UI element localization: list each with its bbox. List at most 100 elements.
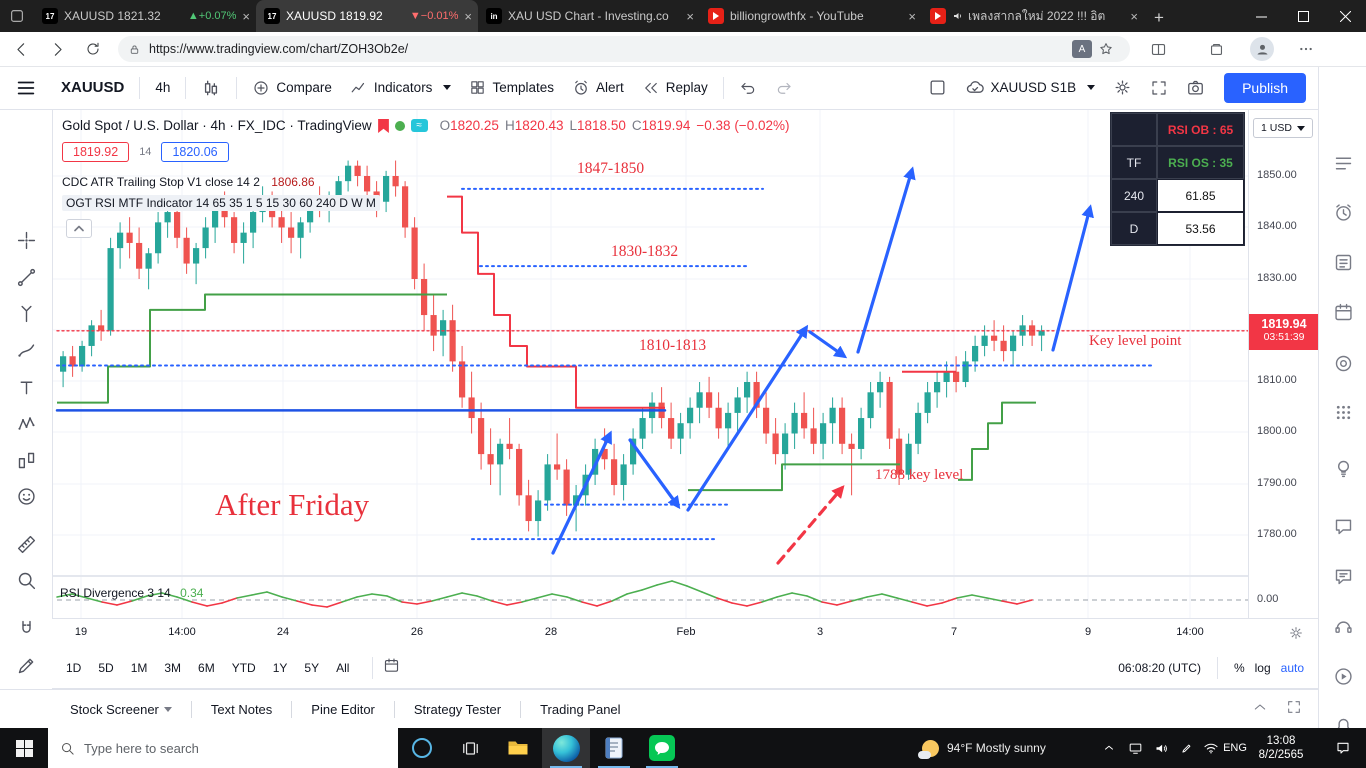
tool-ruler-icon[interactable] (13, 531, 39, 557)
sell-bid-button[interactable]: 1819.92 (62, 142, 130, 162)
collections-icon[interactable] (1202, 35, 1230, 63)
templates-button[interactable]: Templates (460, 73, 563, 103)
ideas-icon[interactable] (1331, 456, 1355, 480)
annotation-level-1847[interactable]: 1847-1850 (577, 160, 645, 177)
pane-separator[interactable] (52, 575, 1318, 577)
tool-magnet-icon[interactable] (13, 616, 39, 642)
tab-search-icon[interactable] (0, 0, 34, 32)
refresh-button[interactable] (78, 34, 108, 64)
annotation-level-1830[interactable]: 1830-1832 (611, 243, 679, 260)
panel-collapse-icon[interactable] (1252, 699, 1268, 720)
indicator-1-name[interactable]: CDC ATR Trailing Stop V1 close 14 2 (62, 175, 260, 189)
comments-icon[interactable] (1331, 564, 1355, 588)
timezone-clock[interactable]: 06:08:20 (UTC) (1118, 660, 1201, 675)
notepad-button[interactable] (590, 728, 638, 768)
taskbar-clock[interactable]: 13:08 8/2/2565 (1246, 728, 1316, 768)
action-center-button[interactable] (1320, 728, 1366, 768)
save-layout-button[interactable]: XAUUSD S1B (956, 73, 1105, 103)
tool-draw-icon[interactable] (13, 652, 39, 678)
depth-icon[interactable] (1331, 400, 1355, 424)
profile-avatar[interactable] (1248, 35, 1276, 63)
browser-tab[interactable]: billiongrowthfx - YouTube × (700, 0, 922, 32)
chat-icon[interactable] (1331, 514, 1355, 538)
news-icon[interactable] (1331, 250, 1355, 274)
range-button-3m[interactable]: 3M (164, 660, 182, 675)
price-axis[interactable]: 1 USD 1850.00 1840.00 1830.00 1810.00 1800.0… (1248, 110, 1319, 618)
panel-tab-stock-screener[interactable]: Stock Screener (70, 701, 159, 717)
tutorials-icon[interactable] (1331, 664, 1355, 688)
browser-tab[interactable]: 17 XAUUSD 1821.32 ▲+0.07% × (34, 0, 256, 32)
tool-emoji-icon[interactable] (13, 483, 39, 509)
range-button-1m[interactable]: 1M (130, 660, 148, 675)
cortana-button[interactable] (398, 728, 446, 768)
range-button-1y[interactable]: 1Y (272, 660, 288, 675)
line-app-button[interactable] (638, 728, 686, 768)
chart-style-button[interactable] (192, 73, 230, 103)
undo-button[interactable] (730, 73, 766, 103)
panel-tab-strategy-tester[interactable]: Strategy Tester (413, 701, 502, 717)
hotlists-icon[interactable] (1331, 351, 1355, 375)
range-button-5d[interactable]: 5D (98, 660, 114, 675)
compare-button[interactable]: Compare (243, 73, 341, 103)
fullscreen-button[interactable] (1141, 73, 1177, 103)
symbol-button[interactable]: XAUUSD (61, 79, 125, 96)
watchlist-icon[interactable] (1331, 151, 1355, 175)
screenshot-camera-button[interactable] (1177, 73, 1214, 103)
tool-cross-icon[interactable] (13, 227, 39, 253)
tray-pen-icon[interactable] (1174, 728, 1200, 768)
support-icon[interactable] (1331, 614, 1355, 638)
panel-tab-pine-editor[interactable]: Pine Editor (311, 701, 375, 717)
close-window-button[interactable] (1324, 0, 1366, 32)
tool-trend-line-icon[interactable] (13, 264, 39, 290)
tab-close-icon[interactable]: × (1130, 8, 1138, 24)
tray-expand-chevron[interactable] (1096, 728, 1122, 768)
start-button[interactable] (0, 728, 48, 768)
url-field[interactable]: https://www.tradingview.com/chart/ZOH3Ob… (118, 36, 1130, 62)
translate-extension-icon[interactable]: A (1072, 40, 1092, 58)
annotation-1788-key-level[interactable]: 1788 key level (875, 467, 964, 483)
favorites-star-icon[interactable] (1092, 35, 1120, 63)
time-axis-gear-icon[interactable] (1288, 625, 1304, 646)
layout-grid-button[interactable] (919, 73, 956, 103)
calendar-icon[interactable] (1331, 300, 1355, 324)
replay-button[interactable]: Replay (633, 73, 717, 103)
forward-button[interactable] (42, 34, 72, 64)
taskbar-weather-widget[interactable]: 94°F Mostly sunny (918, 728, 1046, 768)
tool-text-icon[interactable] (13, 374, 39, 400)
browser-tab[interactable]: in XAU USD Chart - Investing.co × (478, 0, 700, 32)
tray-monitor-icon[interactable] (1122, 728, 1148, 768)
new-tab-button[interactable]: + (1154, 8, 1164, 27)
panel-tab-trading-panel[interactable]: Trading Panel (540, 701, 621, 717)
maximize-button[interactable] (1282, 0, 1324, 32)
file-explorer-button[interactable] (494, 728, 542, 768)
range-button-5y[interactable]: 5Y (304, 660, 320, 675)
edge-browser-button[interactable] (542, 728, 590, 768)
interval-button[interactable]: 4h (155, 80, 171, 95)
indicator-legend-1[interactable]: CDC ATR Trailing Stop V1 close 14 2 1806… (62, 175, 315, 189)
tab-close-icon[interactable]: × (464, 8, 472, 24)
tab-audio-icon[interactable] (952, 10, 964, 22)
tab-close-icon[interactable]: × (242, 8, 250, 24)
annotation-key-level-point[interactable]: Key level point (1089, 333, 1182, 349)
indicator-2-name[interactable]: OGT RSI MTF Indicator 14 65 35 1 5 15 30… (62, 195, 380, 211)
browser-tab[interactable]: เพลงสากลใหม่ 2022 !!! อิต × (922, 0, 1144, 32)
settings-ellipsis-icon[interactable] (1292, 35, 1320, 63)
split-screen-icon[interactable] (1144, 35, 1172, 63)
tab-close-icon[interactable]: × (908, 8, 916, 24)
legend-collapse-button[interactable] (66, 219, 92, 238)
redo-button[interactable] (766, 73, 802, 103)
range-button-6m[interactable]: 6M (198, 660, 215, 675)
annotation-level-1810[interactable]: 1810-1813 (639, 337, 707, 354)
url-text[interactable]: https://www.tradingview.com/chart/ZOH3Ob… (149, 42, 409, 56)
tool-zoom-icon[interactable] (13, 567, 39, 593)
tool-pattern-icon[interactable] (13, 410, 39, 436)
taskbar-search-box[interactable]: Type here to search (48, 728, 398, 768)
tool-pitchfork-icon[interactable] (13, 300, 39, 326)
alerts-icon[interactable] (1331, 200, 1355, 224)
rsi-pane-name[interactable]: RSI Divergence 3 14 (60, 586, 171, 600)
tool-brush-icon[interactable] (13, 336, 39, 362)
panel-expand-icon[interactable] (1286, 699, 1302, 720)
indicators-button[interactable]: Indicators (341, 73, 461, 103)
settings-gear-button[interactable] (1104, 73, 1141, 103)
main-menu-button[interactable] (0, 66, 52, 110)
